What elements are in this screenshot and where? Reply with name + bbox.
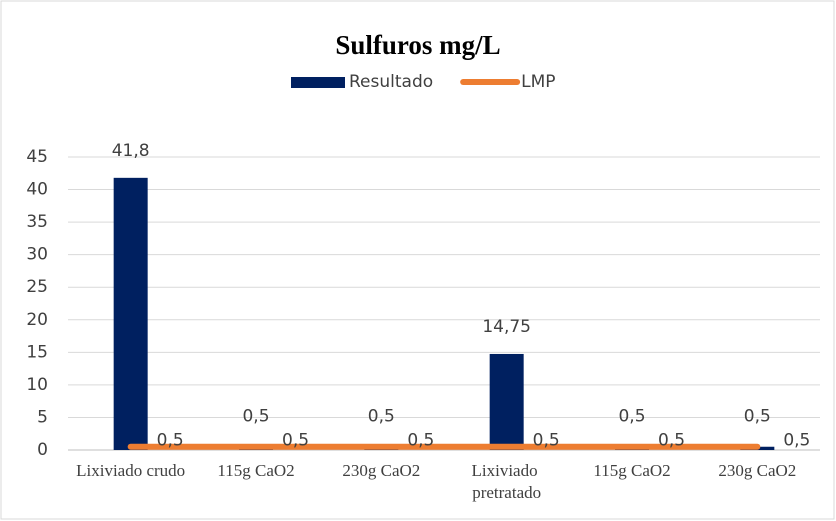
y-tick-label: 5 xyxy=(37,407,48,427)
y-tick-label: 35 xyxy=(26,212,48,232)
bar-value-label: 0,5 xyxy=(368,407,395,427)
y-tick-label: 0 xyxy=(37,440,48,460)
bar-value-label: 41,8 xyxy=(112,141,150,161)
line-value-label: 0,5 xyxy=(783,431,810,451)
bar-value-label: 0,5 xyxy=(242,407,269,427)
x-tick-label: 115g CaO2 xyxy=(593,461,670,480)
line-value-label: 0,5 xyxy=(282,431,309,451)
y-tick-label: 10 xyxy=(26,375,48,395)
y-tick-label: 15 xyxy=(26,342,48,362)
line-value-label: 0,5 xyxy=(157,431,184,451)
legend-label: LMP xyxy=(521,72,555,92)
bar xyxy=(489,353,524,450)
x-tick-label: 115g CaO2 xyxy=(217,461,294,480)
line-value-label: 0,5 xyxy=(533,431,560,451)
line-value-label: 0,5 xyxy=(407,431,434,451)
x-tick-label: Lixiviado crudo xyxy=(76,461,185,480)
line-value-label: 0,5 xyxy=(658,431,685,451)
x-tick-label: 230g CaO2 xyxy=(342,461,420,480)
y-tick-label: 25 xyxy=(26,277,48,297)
y-tick-label: 20 xyxy=(26,310,48,330)
bar xyxy=(113,177,148,450)
legend-label: Resultado xyxy=(349,72,433,92)
bar-value-label: 0,5 xyxy=(618,407,645,427)
x-tick-label: Lixiviado pretratado xyxy=(471,461,541,502)
y-tick-label: 45 xyxy=(26,147,48,167)
y-tick-label: 40 xyxy=(26,180,48,200)
chart-title: Sulfuros mg/L xyxy=(335,30,500,60)
bar-value-label: 14,75 xyxy=(482,317,531,337)
x-tick-label: 230g CaO2 xyxy=(718,461,796,480)
y-tick-label: 30 xyxy=(26,245,48,265)
bar-value-label: 0,5 xyxy=(744,407,771,427)
legend-swatch xyxy=(291,77,345,88)
